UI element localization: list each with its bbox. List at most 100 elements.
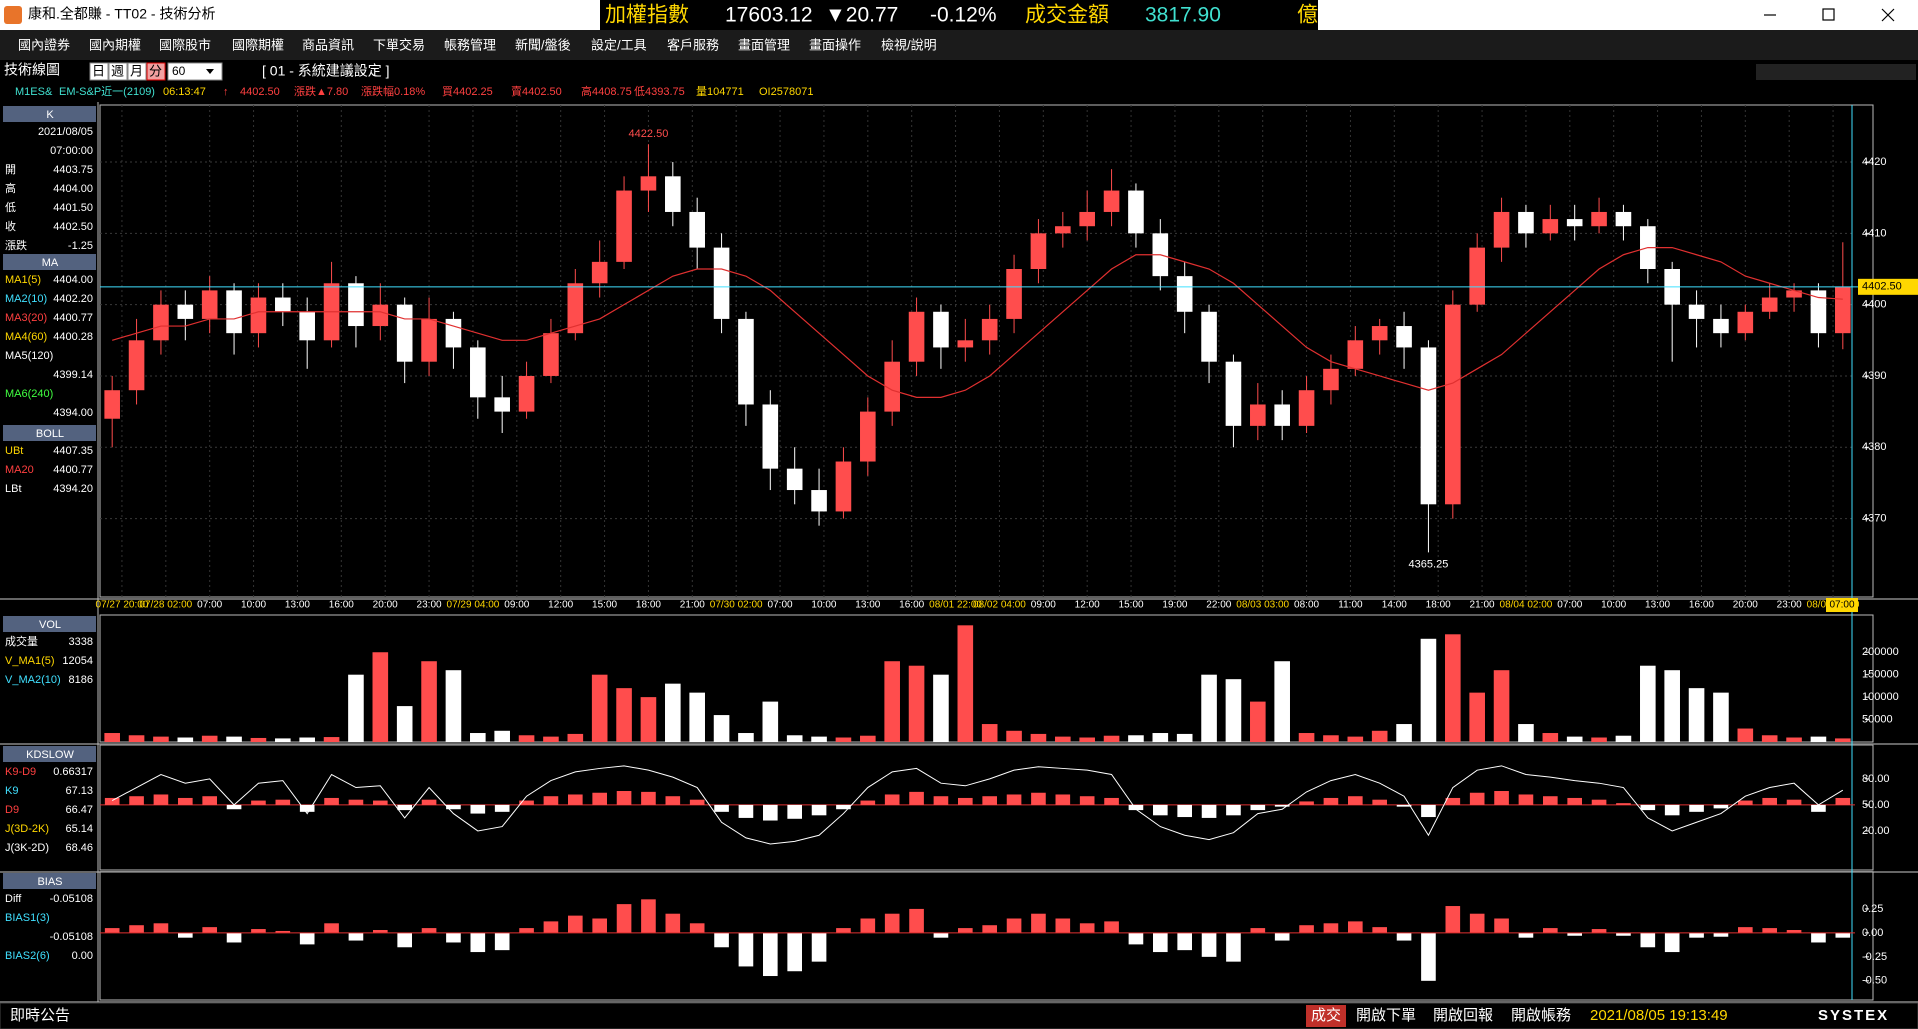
panel-header	[3, 425, 96, 441]
kd-bar	[1323, 797, 1339, 805]
volume-bar	[811, 736, 827, 742]
bias-bar	[1445, 906, 1461, 933]
notice[interactable]: 即時公告	[10, 1007, 70, 1024]
x-tick-label: 18:00	[1426, 600, 1451, 611]
bias-bar	[909, 908, 924, 933]
candle-body	[1761, 297, 1778, 312]
volume-bar	[518, 735, 535, 742]
volume-bar	[128, 735, 145, 742]
menu-item[interactable]: 畫面管理	[738, 37, 790, 52]
menu-bar	[0, 30, 1918, 60]
period-button[interactable]	[146, 62, 166, 81]
kd-bar	[1713, 804, 1729, 809]
menu-item[interactable]: 帳務管理	[444, 37, 496, 52]
kd-bar	[592, 792, 607, 805]
bias-bar	[1786, 930, 1802, 933]
interval-select[interactable]	[167, 62, 223, 81]
volume-bar	[250, 737, 267, 742]
restore[interactable]	[1822, 8, 1835, 21]
y-tick-label: 4400	[1862, 299, 1886, 311]
readout-value: 8186	[69, 674, 93, 686]
menu-item[interactable]: 畫面操作	[809, 37, 861, 52]
menu-item[interactable]: 國內證券	[18, 37, 70, 52]
kd-bar	[641, 791, 656, 805]
candle-body	[1420, 347, 1437, 505]
kd-bar	[1811, 804, 1826, 812]
volume-bar	[1640, 665, 1656, 742]
interval-value: 60	[172, 64, 186, 78]
candle-body	[640, 176, 657, 191]
period-button[interactable]	[108, 62, 128, 81]
setting-label[interactable]: [ 01 - 系統建議設定 ]	[262, 63, 390, 79]
candle-body	[1786, 290, 1802, 298]
bias-bar	[153, 923, 169, 933]
close[interactable]	[1881, 8, 1895, 22]
menu-item[interactable]: 國內期權	[89, 37, 141, 52]
volume-bar	[1518, 724, 1534, 742]
period-button[interactable]	[127, 62, 147, 81]
status-button[interactable]: 開啟帳務	[1511, 1007, 1571, 1024]
bias-bar	[1835, 932, 1851, 938]
candle-body	[933, 311, 949, 348]
ticker-item: ▼20.77	[825, 4, 898, 27]
candle-body	[1055, 226, 1071, 234]
candle-body	[494, 397, 510, 412]
kd-bar	[397, 804, 412, 811]
bias-bar	[299, 932, 315, 945]
menu-item[interactable]: 下單交易	[373, 37, 425, 52]
candle-body	[1445, 304, 1461, 505]
low-label: 4365.25	[1409, 558, 1449, 570]
readout-value: -1.25	[68, 240, 93, 252]
trade-box[interactable]	[1306, 1005, 1346, 1027]
menu-item[interactable]: 新聞/盤後	[515, 37, 571, 52]
menu-item[interactable]: 國際股市	[159, 37, 211, 52]
x-tick-label: 20:00	[1733, 600, 1758, 611]
kd-bar	[519, 800, 534, 805]
window-controls[interactable]	[1764, 8, 1895, 22]
menu-item[interactable]: 客戶服務	[667, 37, 719, 52]
bias-bar	[1591, 929, 1607, 933]
candle-body	[153, 304, 169, 341]
kd-bar	[153, 794, 169, 805]
volume-bar	[860, 735, 876, 742]
volume-bar	[323, 737, 340, 742]
volume-bar	[1347, 736, 1364, 742]
menu-item[interactable]: 設定/工具	[591, 37, 647, 52]
period-button[interactable]	[89, 62, 109, 81]
trade-label[interactable]: 成交	[1311, 1006, 1341, 1024]
volume-bar	[1030, 733, 1047, 742]
candle-body	[1737, 311, 1754, 334]
volume-bar	[1713, 692, 1729, 742]
bias-bar	[519, 928, 534, 933]
ticker-item: 成交金額	[1025, 4, 1109, 27]
info-item: 漲跌幅0.18%	[361, 84, 425, 98]
volume-bar	[1128, 735, 1144, 742]
menu-item[interactable]: 檢視/說明	[881, 37, 937, 52]
menu-item[interactable]: 國際期權	[232, 37, 284, 52]
kd-bar	[1031, 792, 1046, 805]
candle-body	[1396, 326, 1412, 348]
kd-bar	[1445, 797, 1461, 805]
menu-item[interactable]: 商品資訊	[302, 37, 354, 52]
status-button[interactable]: 開啟回報	[1433, 1007, 1493, 1024]
candle-body	[1542, 219, 1559, 234]
bias-bar	[592, 918, 607, 933]
bias-bar	[543, 921, 559, 933]
candle-body	[1201, 311, 1217, 362]
bias-bar	[226, 932, 242, 943]
kd-bar	[1055, 794, 1071, 805]
kd-bar	[1226, 804, 1241, 816]
kd-bar	[811, 804, 827, 816]
bias-bar	[641, 899, 656, 933]
info-item: ↑	[223, 86, 229, 98]
candle-body	[201, 290, 218, 319]
status-button[interactable]: 開啟下單	[1356, 1007, 1416, 1024]
panel-header	[3, 254, 96, 270]
volume-bar	[1761, 735, 1778, 742]
panel-header-label: K	[46, 109, 54, 121]
panel-header-label: VOL	[39, 619, 61, 631]
x-tick-label: 13:00	[285, 600, 310, 611]
chart-tool-icons[interactable]	[1756, 64, 1916, 80]
bias-bar	[397, 932, 412, 948]
volume-bar	[1396, 724, 1412, 742]
